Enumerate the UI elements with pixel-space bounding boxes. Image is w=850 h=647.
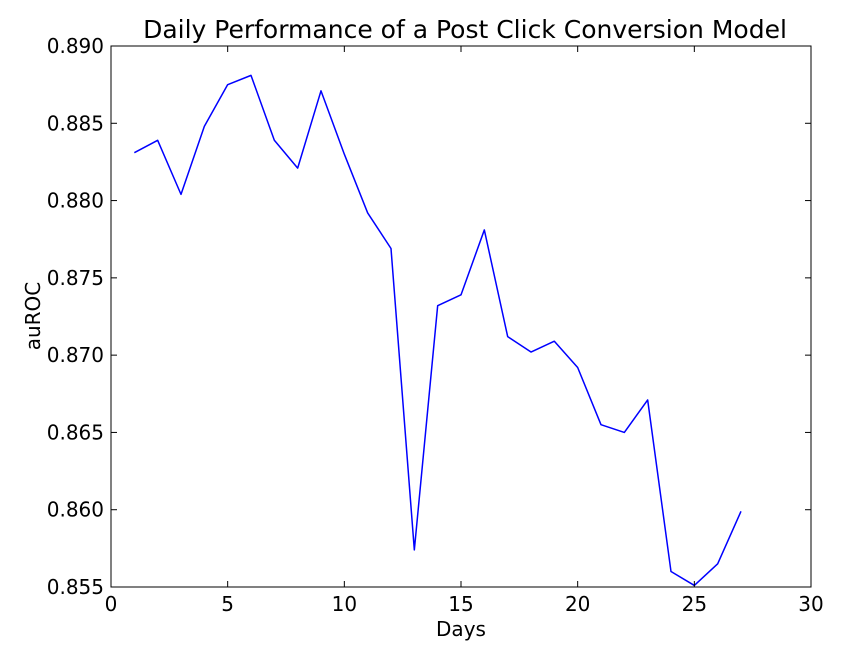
y-tick-label: 0.885: [47, 111, 104, 135]
x-tick-label: 25: [682, 592, 707, 616]
y-tick-label: 0.880: [47, 189, 104, 213]
x-tick-label: 0: [105, 592, 118, 616]
x-tick-label: 10: [332, 592, 357, 616]
series-layer: [133, 74, 742, 587]
y-tick-label: 0.870: [47, 343, 104, 367]
x-tick-label: 5: [221, 592, 234, 616]
x-axis: 0 5 10 15 20 25 30: [105, 46, 824, 616]
series-line: [133, 74, 742, 587]
x-tick-label: 15: [448, 592, 473, 616]
y-axis: 0.855 0.860 0.865 0.870 0.875 0.880 0.885 0.890: [47, 34, 811, 599]
y-axis-label: auROC: [21, 282, 45, 351]
x-tick-label: 30: [798, 592, 823, 616]
x-tick-label: 20: [565, 592, 590, 616]
y-tick-label: 0.875: [47, 266, 104, 290]
y-tick-label: 0.860: [47, 498, 104, 522]
plot-area: [111, 46, 811, 587]
x-axis-label: Days: [436, 617, 486, 641]
y-tick-label: 0.855: [47, 575, 104, 599]
chart-title: Daily Performance of a Post Click Conver…: [143, 15, 787, 44]
y-tick-label: 0.890: [47, 34, 104, 58]
y-tick-label: 0.865: [47, 420, 104, 444]
